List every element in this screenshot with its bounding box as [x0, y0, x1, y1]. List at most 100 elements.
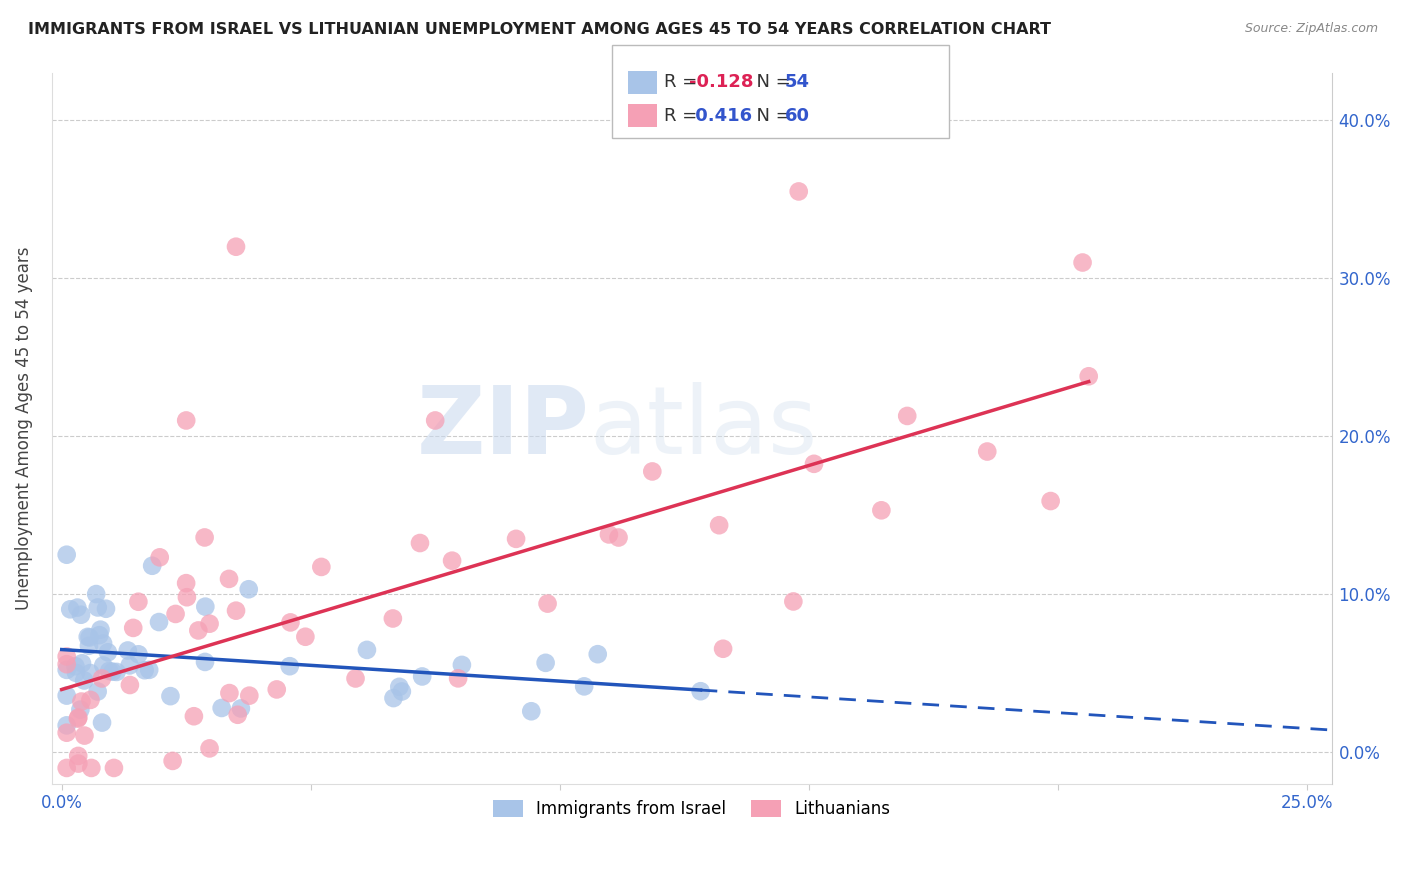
Point	[229, 701, 252, 715]
Point	[70, 607, 93, 622]
Point	[69, 703, 91, 717]
Point	[159, 689, 181, 703]
Point	[55, 548, 77, 562]
Point	[55, 761, 77, 775]
Point	[67, 748, 90, 763]
Point	[79, 666, 101, 681]
Point	[174, 576, 197, 591]
Point	[165, 607, 187, 621]
Text: atlas: atlas	[589, 383, 817, 475]
Point	[344, 672, 367, 686]
Point	[73, 673, 96, 688]
Point	[225, 240, 247, 254]
Point	[98, 664, 121, 678]
Point	[66, 600, 89, 615]
Text: R =: R =	[664, 73, 703, 91]
Y-axis label: Unemployment Among Ages 45 to 54 years: Unemployment Among Ages 45 to 54 years	[15, 246, 32, 610]
Point	[70, 657, 93, 671]
Point	[238, 582, 260, 597]
Point	[89, 623, 111, 637]
Point	[118, 678, 141, 692]
Point	[66, 712, 89, 726]
Point	[311, 560, 333, 574]
Point	[689, 684, 711, 698]
Point	[391, 684, 413, 698]
Point	[198, 616, 221, 631]
Point	[138, 663, 160, 677]
Point	[148, 615, 170, 629]
Point	[381, 611, 404, 625]
Point	[67, 710, 90, 724]
Point	[238, 689, 260, 703]
Point	[79, 631, 101, 645]
Text: 54: 54	[785, 73, 810, 91]
Point	[870, 503, 893, 517]
Point	[91, 658, 114, 673]
Point	[803, 457, 825, 471]
Point	[388, 680, 411, 694]
Point	[411, 669, 433, 683]
Point	[194, 531, 217, 545]
Point	[782, 594, 804, 608]
Point	[266, 682, 288, 697]
Text: R =: R =	[664, 107, 703, 125]
Point	[409, 536, 432, 550]
Point	[707, 518, 730, 533]
Point	[122, 621, 145, 635]
Point	[441, 554, 464, 568]
Point	[534, 656, 557, 670]
Point	[198, 741, 221, 756]
Point	[77, 639, 100, 653]
Point	[447, 671, 470, 685]
Point	[127, 595, 149, 609]
Text: ZIP: ZIP	[416, 383, 589, 475]
Point	[451, 657, 474, 672]
Point	[520, 704, 543, 718]
Text: -0.128: -0.128	[689, 73, 754, 91]
Point	[55, 649, 77, 664]
Point	[382, 691, 405, 706]
Point	[194, 599, 217, 614]
Point	[91, 672, 114, 686]
Point	[55, 725, 77, 739]
Point	[225, 604, 247, 618]
Point	[94, 601, 117, 615]
Point	[149, 550, 172, 565]
Point	[55, 657, 77, 672]
Point	[183, 709, 205, 723]
Point	[280, 615, 302, 630]
Point	[505, 532, 527, 546]
Point	[141, 558, 163, 573]
Point	[97, 645, 120, 659]
Point	[103, 761, 125, 775]
Point	[70, 694, 93, 708]
Point	[101, 665, 124, 679]
Text: N =: N =	[745, 73, 797, 91]
Point	[1039, 494, 1062, 508]
Text: N =: N =	[745, 107, 797, 125]
Point	[65, 659, 87, 673]
Point	[278, 659, 301, 673]
Point	[55, 663, 77, 677]
Point	[65, 665, 87, 680]
Point	[598, 527, 620, 541]
Point	[84, 587, 107, 601]
Point	[128, 648, 150, 662]
Point	[976, 444, 998, 458]
Point	[572, 679, 595, 693]
Point	[787, 185, 810, 199]
Point	[586, 647, 609, 661]
Point	[174, 413, 197, 427]
Point	[87, 600, 110, 615]
Point	[91, 715, 114, 730]
Text: 60: 60	[785, 107, 810, 125]
Point	[134, 663, 156, 677]
Text: Source: ZipAtlas.com: Source: ZipAtlas.com	[1244, 22, 1378, 36]
Point	[79, 693, 101, 707]
Point	[294, 630, 316, 644]
Text: 0.416: 0.416	[689, 107, 752, 125]
Point	[55, 689, 77, 703]
Point	[89, 628, 111, 642]
Point	[105, 665, 128, 679]
Text: IMMIGRANTS FROM ISRAEL VS LITHUANIAN UNEMPLOYMENT AMONG AGES 45 TO 54 YEARS CORR: IMMIGRANTS FROM ISRAEL VS LITHUANIAN UNE…	[28, 22, 1052, 37]
